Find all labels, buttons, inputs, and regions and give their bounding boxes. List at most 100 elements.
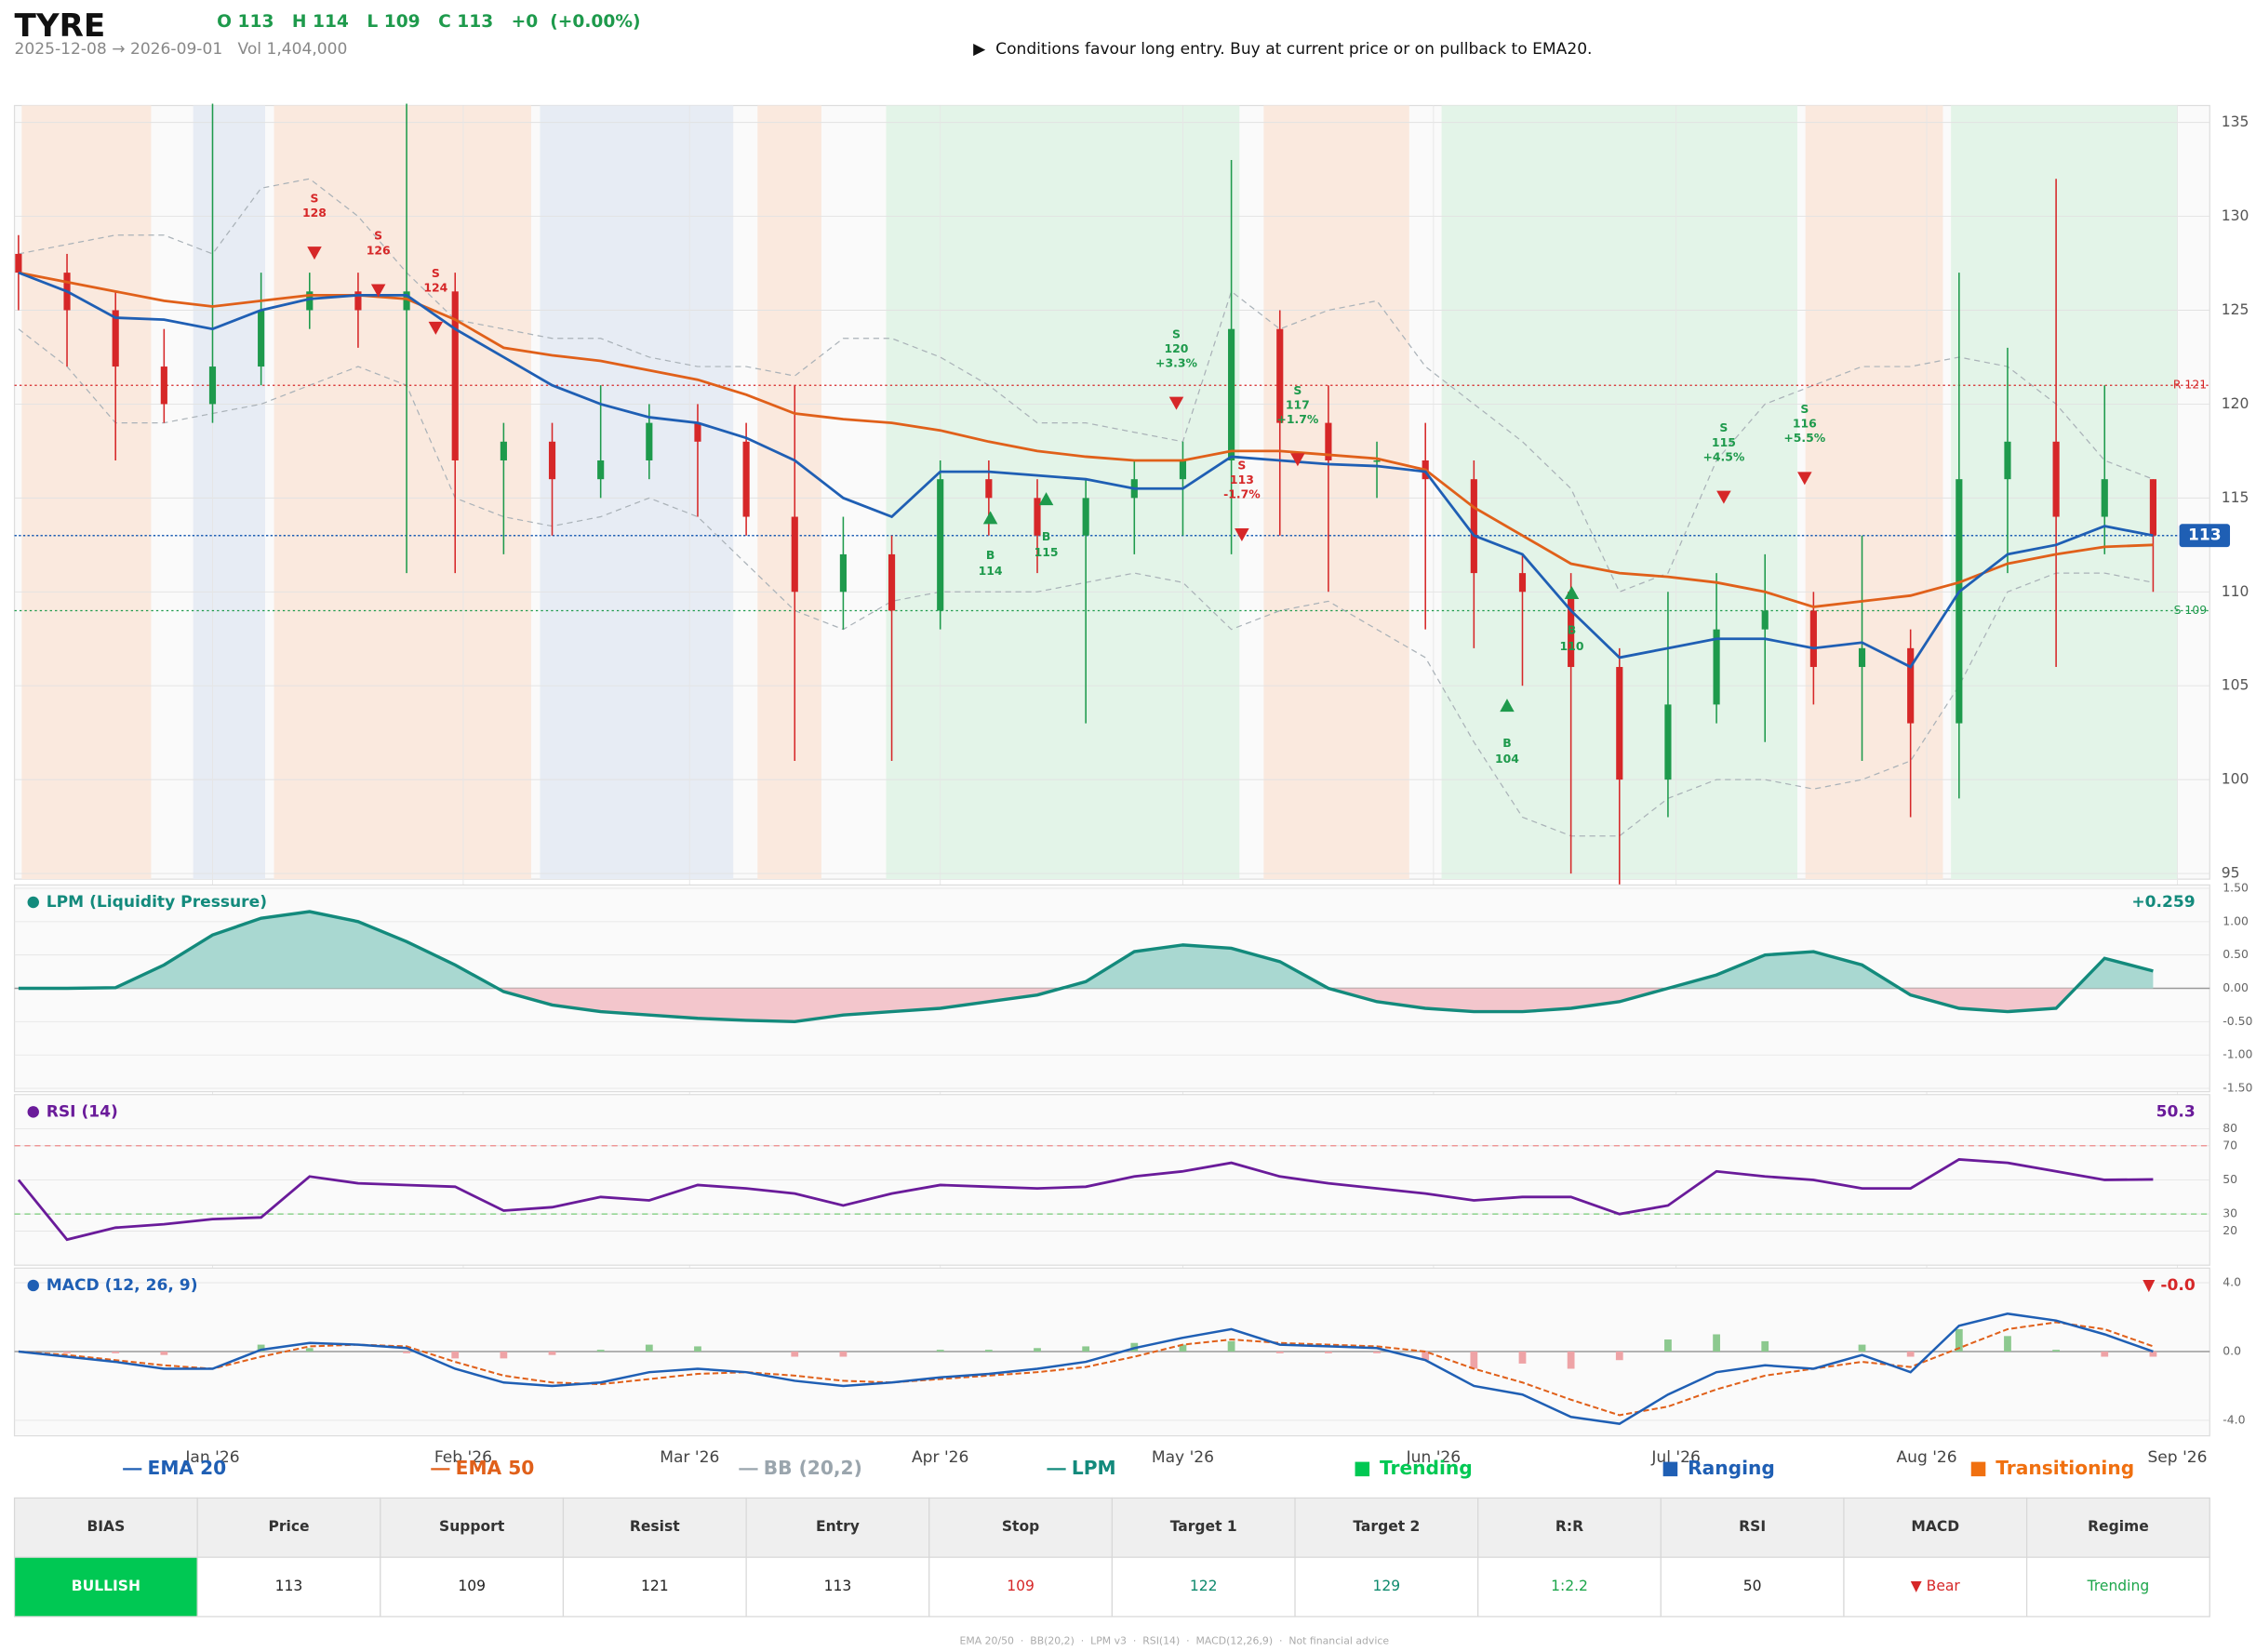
- panel-title: RSI (14): [47, 1102, 118, 1121]
- y-tick-label: 30: [2223, 1206, 2237, 1220]
- histogram-bar: [2101, 1351, 2109, 1357]
- candle-body: [15, 253, 22, 273]
- histogram-bar: [160, 1351, 168, 1355]
- regime-band: [757, 105, 821, 880]
- table-cell: [380, 1556, 565, 1618]
- table-value: 113: [275, 1578, 303, 1594]
- sell-marker: [428, 321, 444, 335]
- table-value: 1:2.2: [1551, 1578, 1588, 1594]
- buy-marker: [1038, 492, 1054, 506]
- table-cell: [562, 1556, 747, 1618]
- candle-body: [258, 310, 265, 367]
- histogram-bar: [2004, 1336, 2011, 1352]
- table-cell: [1294, 1556, 1479, 1618]
- sell-marker: [1235, 527, 1249, 541]
- table-cell: [13, 1556, 198, 1618]
- histogram-bar: [1227, 1340, 1235, 1352]
- histogram-bar: [500, 1351, 508, 1359]
- y-tick-label: 95: [2222, 865, 2240, 882]
- regime-band: [1951, 105, 2178, 880]
- candle-body: [1179, 460, 1187, 480]
- legend-swatch: [1355, 1461, 1370, 1477]
- y-tick-label: -0.50: [2223, 1014, 2252, 1028]
- title-dot: [27, 1279, 39, 1292]
- candle-body: [985, 479, 993, 499]
- table-value: 109: [458, 1578, 486, 1594]
- signal-price: 128: [302, 206, 327, 220]
- signal-side: B: [1502, 736, 1511, 750]
- candle-body: [742, 441, 750, 517]
- candle-body: [646, 422, 653, 460]
- regime-band: [1805, 105, 1943, 880]
- legend-swatch: [1970, 1461, 1986, 1477]
- histogram-bar: [2149, 1351, 2157, 1357]
- x-tick-label: Feb '26: [434, 1448, 492, 1467]
- sell-marker: [1716, 490, 1731, 504]
- table-cell: [928, 1556, 1114, 1618]
- candle-body: [451, 291, 459, 460]
- legend-label: EMA 50: [456, 1457, 535, 1479]
- y-tick-label: 50: [2223, 1172, 2237, 1186]
- signal-price: 126: [367, 243, 391, 257]
- buy-marker: [1564, 586, 1580, 600]
- table-header-cell: [745, 1497, 930, 1558]
- candle-body: [306, 291, 314, 311]
- histogram-bar: [403, 1351, 410, 1353]
- bb-upper: [18, 178, 2154, 593]
- sell-marker: [370, 284, 386, 298]
- y-tick-label: -1.50: [2223, 1081, 2252, 1095]
- candle-body: [1373, 460, 1381, 462]
- table-header-cell: [2025, 1497, 2210, 1558]
- buy-marker: [982, 511, 998, 525]
- table-cell: [1660, 1556, 1845, 1618]
- regime-band: [21, 105, 152, 880]
- candle-body: [1034, 498, 1041, 536]
- table-header: RSI: [1739, 1518, 1766, 1535]
- legend-label: EMA 20: [148, 1457, 227, 1479]
- candle-body: [354, 291, 362, 311]
- candle-body: [548, 441, 556, 480]
- table-value: 113: [824, 1578, 852, 1594]
- signal-side: B: [1042, 529, 1050, 543]
- table-header: Regime: [2088, 1518, 2149, 1535]
- table-header-cell: [928, 1497, 1114, 1558]
- legend-swatch: [1662, 1461, 1678, 1477]
- y-tick-label: 1.50: [2223, 880, 2249, 894]
- candle-body: [1664, 704, 1672, 780]
- regime-band: [540, 105, 734, 880]
- table-header: Target 2: [1353, 1518, 1420, 1535]
- regime-band: [193, 105, 265, 880]
- y-tick-label: 130: [2222, 207, 2249, 224]
- table-header-cell: [13, 1497, 198, 1558]
- rsi-line: [17, 1158, 2154, 1242]
- histogram-bar: [694, 1346, 701, 1352]
- histogram-bar: [548, 1351, 556, 1355]
- table-cell: [196, 1556, 381, 1618]
- candle-body: [208, 366, 217, 405]
- candle-body: [888, 553, 896, 611]
- histogram-bar: [1858, 1344, 1866, 1352]
- histogram-bar: [63, 1351, 71, 1353]
- candle-body: [1568, 592, 1575, 668]
- sell-marker: [1290, 453, 1305, 467]
- signal-price: 113: [1230, 473, 1254, 486]
- macd-line: [18, 1312, 2154, 1425]
- candle-body: [1858, 647, 1866, 668]
- signal-price: 116: [1793, 417, 1817, 431]
- x-tick-label: Sep '26: [2147, 1448, 2207, 1467]
- histogram-bar: [1325, 1351, 1332, 1353]
- candle-body: [1470, 479, 1477, 574]
- table-header: R:R: [1555, 1518, 1583, 1535]
- candle-body: [2101, 479, 2108, 517]
- table-header: Entry: [816, 1518, 860, 1535]
- candle-body: [1082, 498, 1089, 536]
- table-header: MACD: [1911, 1518, 1959, 1535]
- signal-side: S: [1800, 402, 1809, 416]
- x-tick-label: Jan '26: [184, 1448, 239, 1467]
- y-tick-label: 80: [2223, 1121, 2237, 1135]
- ticker: TYRE: [15, 7, 106, 45]
- y-tick-label: 0.0: [2223, 1343, 2241, 1357]
- y-tick-label: 120: [2222, 395, 2249, 412]
- candle-body: [1325, 422, 1332, 460]
- histogram-bar: [1615, 1351, 1623, 1361]
